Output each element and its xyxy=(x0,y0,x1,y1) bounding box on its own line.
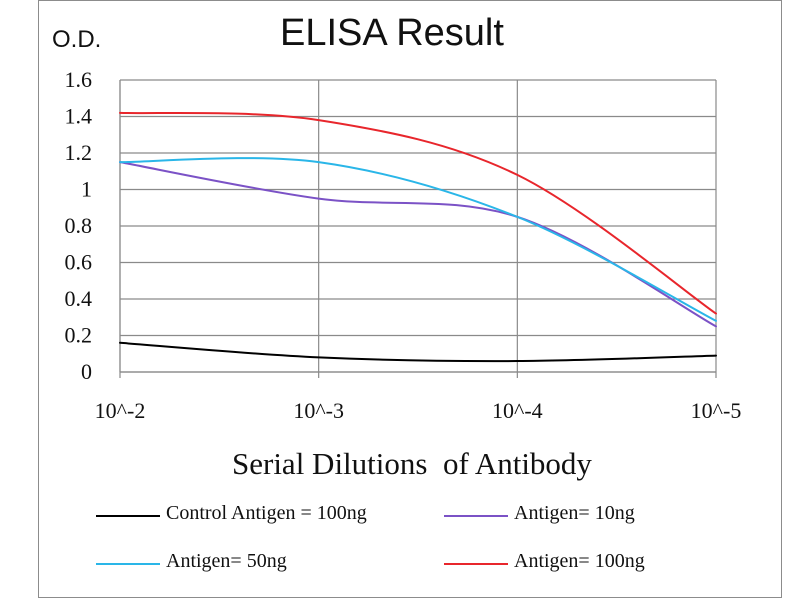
legend-swatch xyxy=(444,515,508,517)
x-tick-label: 10^-4 xyxy=(492,398,543,423)
y-tick-label: 1.4 xyxy=(65,104,93,129)
legend-label: Control Antigen = 100ng xyxy=(166,502,367,524)
y-tick-label: 0.2 xyxy=(65,323,93,348)
y-tick-label: 0.4 xyxy=(65,286,93,311)
x-axis-label: Serial Dilutions of Antibody xyxy=(232,446,592,481)
x-tick-label: 10^-3 xyxy=(293,398,344,423)
legend-swatch xyxy=(96,515,160,517)
y-tick-label: 1 xyxy=(81,177,92,202)
series-line-antigen-10ng xyxy=(119,161,717,328)
y-tick-label: 1.6 xyxy=(65,67,93,92)
legend-label: Antigen= 50ng xyxy=(166,550,287,572)
series-line-control-100ng xyxy=(119,341,717,363)
y-tick-label: 0 xyxy=(81,359,92,384)
series-line-antigen-50ng xyxy=(119,157,717,322)
chart-title: ELISA Result xyxy=(280,12,504,54)
y-tick-label: 1.2 xyxy=(65,140,93,165)
x-tick-label: 10^-5 xyxy=(691,398,742,423)
x-tick-label: 10^-2 xyxy=(95,398,146,423)
y-axis-label: O.D. xyxy=(52,26,102,53)
y-tick-label: 0.8 xyxy=(65,213,93,238)
y-tick-label: 0.6 xyxy=(65,250,93,275)
legend-label: Antigen= 10ng xyxy=(514,502,635,524)
legend-swatch xyxy=(96,563,160,565)
legend-swatch xyxy=(444,563,508,565)
series-line-antigen-100ng xyxy=(119,111,717,315)
legend-label: Antigen= 100ng xyxy=(514,550,645,572)
